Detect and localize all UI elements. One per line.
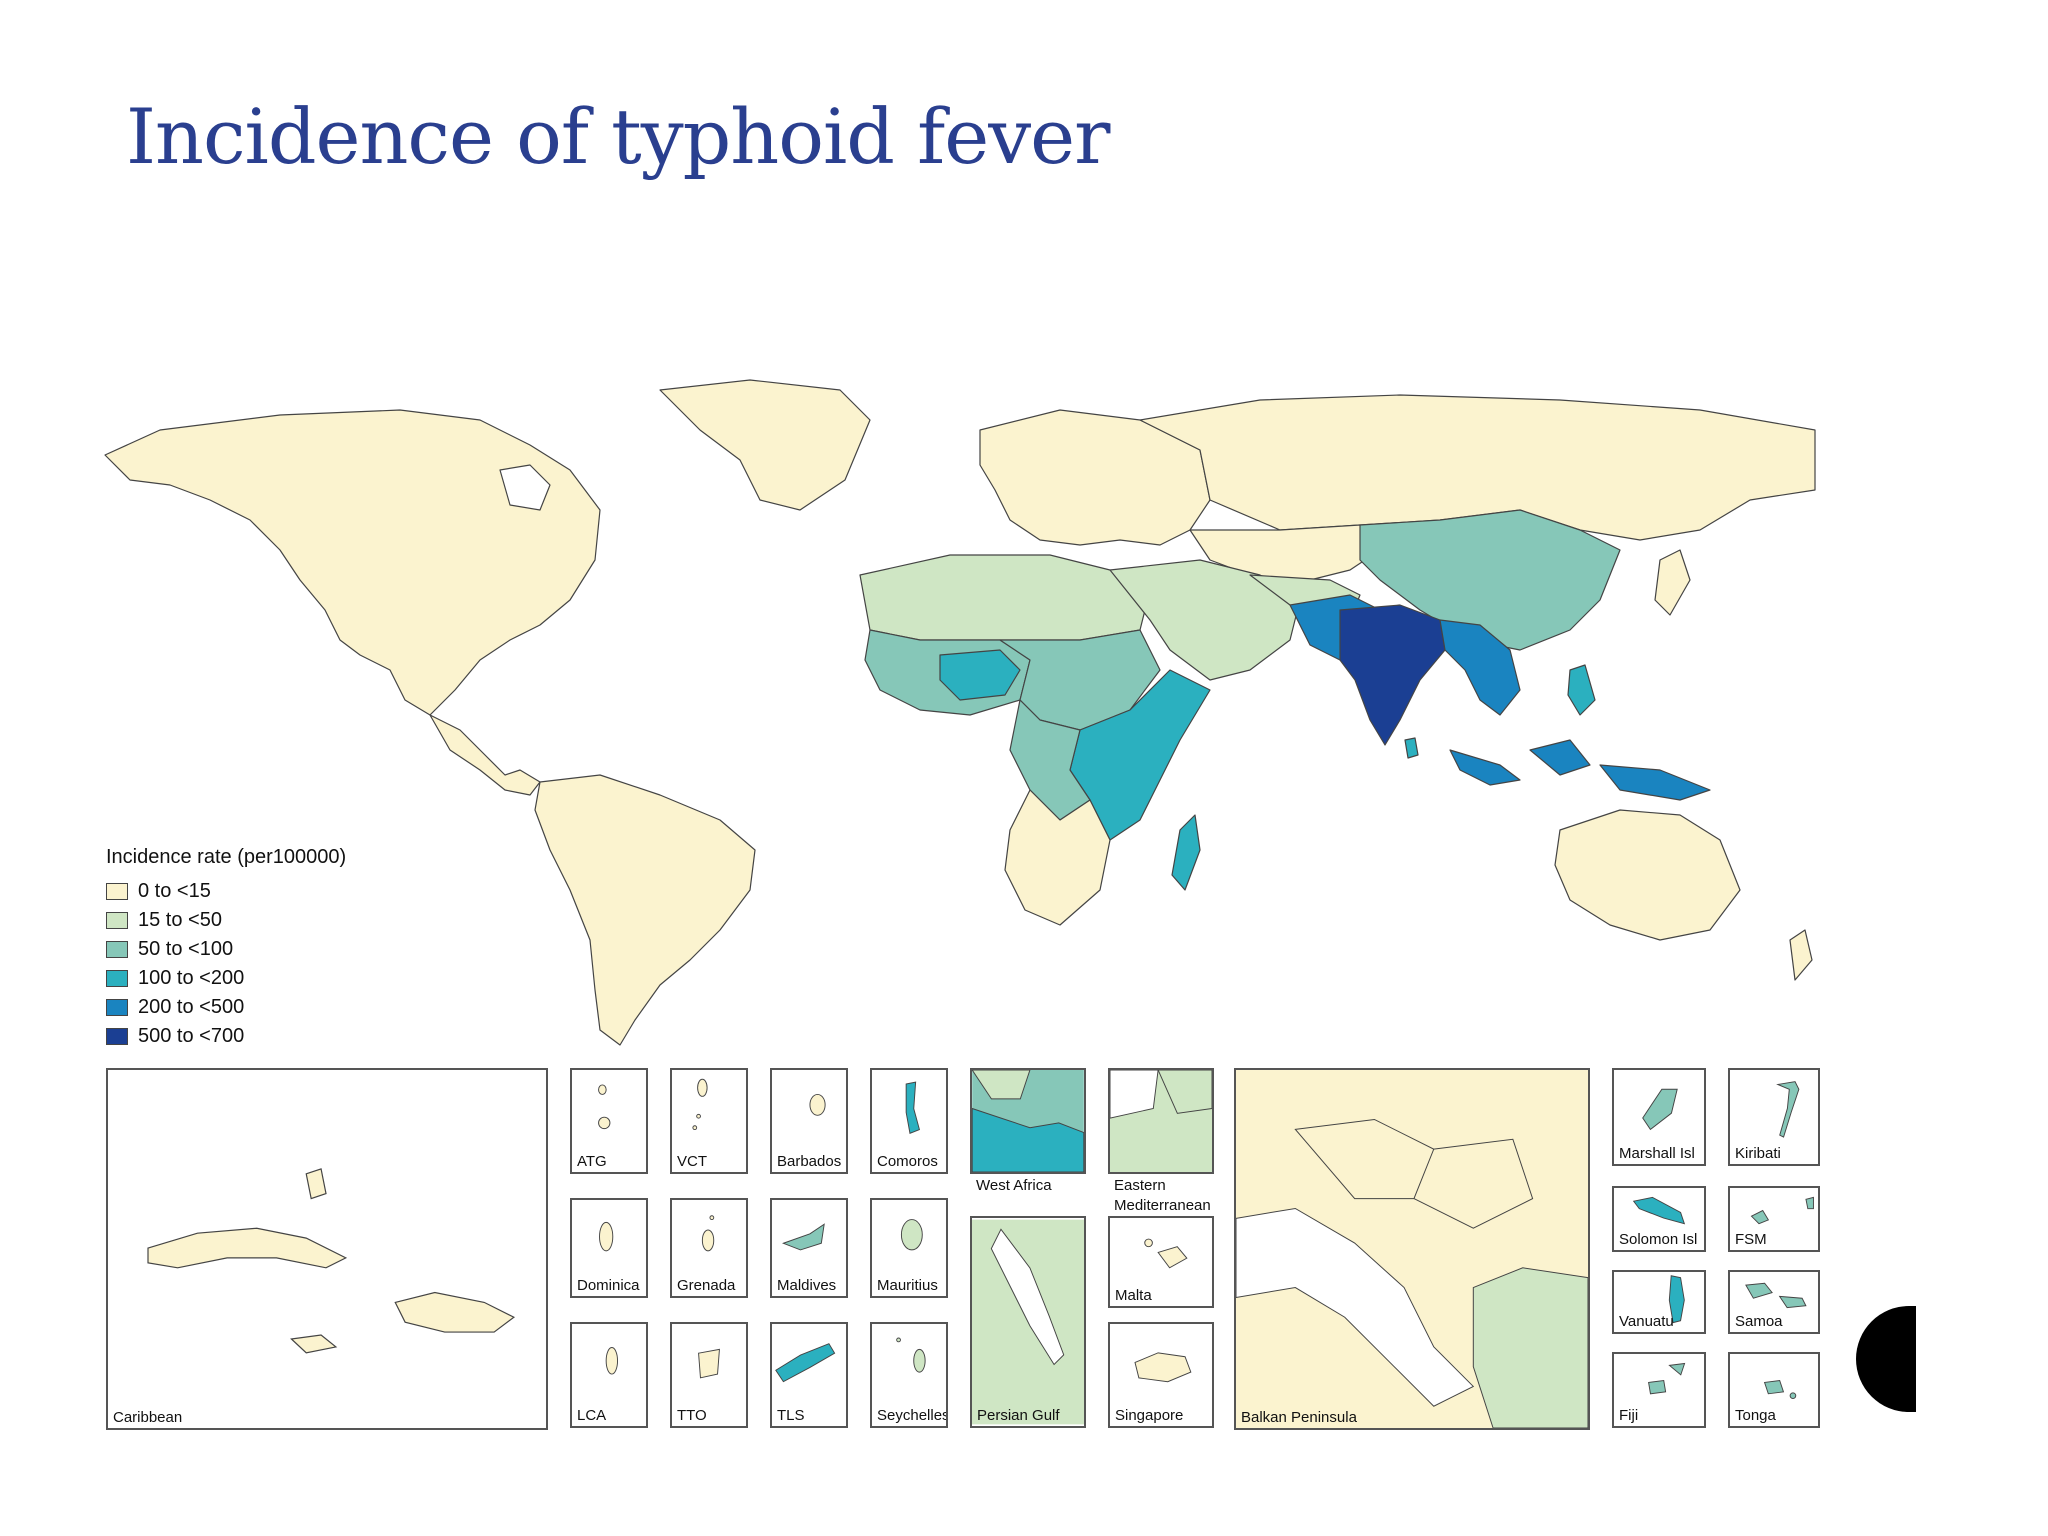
southern-africa [1004, 789, 1111, 926]
southeast-asia [1439, 619, 1521, 716]
inset-grenada: Grenada [670, 1198, 748, 1298]
inset-vct: VCT [670, 1068, 748, 1174]
dark-edge-shape [1856, 1306, 1916, 1412]
inset-fiji: Fiji [1612, 1352, 1706, 1428]
world-map [104, 379, 1816, 1046]
north-america [104, 409, 601, 716]
inset-label: Kiribati [1735, 1145, 1781, 1162]
inset-vanuatu: Vanuatu [1612, 1270, 1706, 1334]
inset-label: Balkan Peninsula [1241, 1409, 1357, 1426]
central-asia [1189, 524, 1381, 581]
legend-swatch [106, 970, 128, 987]
inset-label: Eastern Mediterranean [1114, 1177, 1211, 1214]
legend-swatch [106, 1028, 128, 1045]
south-america [534, 774, 756, 1046]
inset-label: FSM [1735, 1231, 1767, 1248]
inset-label: Malta [1115, 1287, 1152, 1304]
legend-swatch [106, 883, 128, 900]
inset-persian-gulf: Persian Gulf [970, 1216, 1086, 1428]
india [1339, 604, 1446, 746]
japan [1654, 549, 1691, 616]
inset-west-africa [970, 1068, 1086, 1174]
inset-marshall: Marshall Isl [1612, 1068, 1706, 1166]
legend-item: 15 to <50 [106, 906, 346, 935]
inset-samoa: Samoa [1728, 1270, 1820, 1334]
inset-atg: ATG [570, 1068, 648, 1174]
inset-label: Barbados [777, 1153, 842, 1170]
inset-solomon: Solomon Isl [1612, 1186, 1706, 1252]
legend-label: 0 to <15 [138, 880, 211, 902]
inset-kiribati: Kiribati [1728, 1068, 1820, 1166]
legend-swatch [106, 912, 128, 929]
legend-item: 50 to <100 [106, 935, 346, 964]
inset-label: VCT [677, 1153, 707, 1170]
legend-item: 100 to <200 [106, 964, 346, 993]
central-america [429, 714, 541, 796]
inset-label: Maldives [777, 1277, 837, 1294]
middle-east [1109, 559, 1301, 681]
inset-barbados: Barbados [770, 1068, 848, 1174]
inset-mauritius: Mauritius [870, 1198, 948, 1298]
legend-label: 200 to <500 [138, 996, 245, 1018]
legend-label: 50 to <100 [138, 938, 234, 960]
new-zealand [1789, 929, 1813, 981]
inset-label: ATG [577, 1153, 607, 1170]
inset-label: Grenada [677, 1277, 736, 1294]
madagascar [1171, 814, 1201, 891]
china [1359, 509, 1621, 651]
inset-label: Tonga [1735, 1407, 1776, 1424]
inset-label: Seychelles [877, 1407, 948, 1424]
inset-label: TTO [677, 1407, 707, 1424]
inset-label: TLS [777, 1407, 805, 1424]
inset-label: Vanuatu [1619, 1313, 1674, 1330]
inset-dominica: Dominica [570, 1198, 648, 1298]
inset-tls: TLS [770, 1322, 848, 1428]
north-africa [859, 554, 1151, 641]
inset-label: Marshall Isl [1619, 1145, 1695, 1162]
inset-balkan: Balkan Peninsula [1234, 1068, 1590, 1430]
inset-label: Comoros [877, 1153, 938, 1170]
slide-title: Incidence of typhoid fever [126, 92, 1110, 181]
nigeria-region [939, 649, 1021, 701]
inset-label: Caribbean [113, 1409, 183, 1426]
indonesia [1449, 739, 1711, 801]
inset-label: Solomon Isl [1619, 1231, 1698, 1248]
inset-malta: Malta [1108, 1216, 1214, 1308]
inset-fsm: FSM [1728, 1186, 1820, 1252]
inset-label: Samoa [1735, 1313, 1783, 1330]
north-asia [1139, 394, 1816, 541]
inset-lca: LCA [570, 1322, 648, 1428]
inset-singapore: Singapore [1108, 1322, 1214, 1428]
inset-eastern-med [1108, 1068, 1214, 1174]
legend-label: 500 to <700 [138, 1025, 245, 1047]
inset-label: West Africa [976, 1177, 1052, 1194]
legend-swatch [106, 941, 128, 958]
greenland [659, 379, 871, 511]
map-legend: Incidence rate (per100000) 0 to <15 15 t… [106, 846, 346, 1051]
legend-title: Incidence rate (per100000) [106, 846, 347, 868]
legend-item: 0 to <15 [106, 877, 346, 906]
inset-label: Dominica [577, 1277, 640, 1294]
australia [1554, 809, 1741, 941]
inset-label: Mauritius [877, 1277, 938, 1294]
legend-item: 500 to <700 [106, 1022, 346, 1051]
legend-item: 200 to <500 [106, 993, 346, 1022]
legend-label: 15 to <50 [138, 909, 222, 931]
inset-seychelles: Seychelles [870, 1322, 948, 1428]
caribbean-shape [147, 1168, 516, 1354]
philippines [1567, 664, 1596, 716]
legend-label: 100 to <200 [138, 967, 245, 989]
inset-comoros: Comoros [870, 1068, 948, 1174]
inset-tonga: Tonga [1728, 1352, 1820, 1428]
legend-swatch [106, 999, 128, 1016]
inset-label: Fiji [1619, 1407, 1639, 1424]
inset-label: Persian Gulf [977, 1407, 1060, 1424]
inset-label: LCA [577, 1407, 607, 1424]
inset-label: Singapore [1115, 1407, 1184, 1424]
inset-caribbean: Caribbean [106, 1068, 548, 1430]
inset-maldives: Maldives [770, 1198, 848, 1298]
inset-tto: TTO [670, 1322, 748, 1428]
